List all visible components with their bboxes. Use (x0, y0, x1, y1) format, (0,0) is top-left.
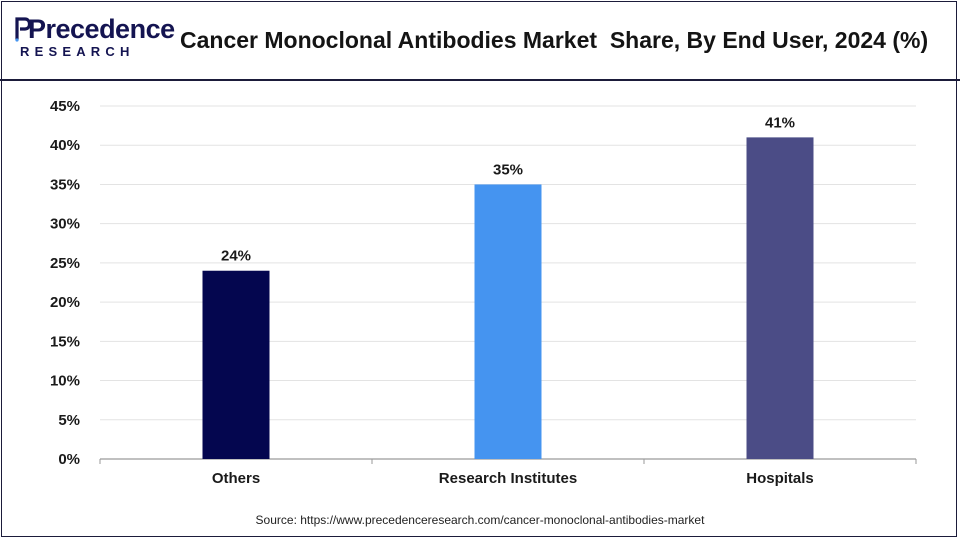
y-tick-label: 45% (50, 98, 80, 115)
bar-others (202, 270, 270, 459)
y-tick-label: 5% (58, 412, 80, 429)
header-divider (0, 79, 960, 81)
source-label: Source: (255, 513, 297, 527)
source-url[interactable]: https://www.precedenceresearch.com/cance… (300, 513, 705, 527)
y-tick-label: 40% (50, 137, 80, 154)
y-tick-label: 15% (50, 333, 80, 350)
y-tick-label: 25% (50, 255, 80, 272)
bar-research-institutes (474, 184, 542, 459)
data-label: 41% (765, 114, 795, 131)
logo-mark-icon (15, 17, 32, 42)
x-tick-labels: Others Research Institutes Hospitals (212, 470, 814, 487)
source-note: Source: https://www.precedenceresearch.c… (0, 513, 960, 527)
y-tick-label: 20% (50, 294, 80, 311)
data-label: 24% (221, 248, 251, 265)
header: Precedence RESEARCH Cancer Monoclonal An… (0, 0, 960, 81)
bars (202, 137, 814, 459)
y-tick-label: 0% (58, 451, 80, 468)
bar-hospitals (746, 137, 814, 459)
bar-chart: 0% 5% 10% 15% 20% 25% 30% 35% 40% 45% 24% 35% 41% O… (50, 98, 917, 487)
chart-title: Cancer Monoclonal Antibodies Market Shar… (180, 27, 929, 53)
y-tick-label: 35% (50, 176, 80, 193)
x-tick-label: Hospitals (746, 470, 814, 487)
y-tick-label: 10% (50, 373, 80, 390)
y-tick-labels: 0% 5% 10% 15% 20% 25% 30% 35% 40% 45% (50, 98, 80, 468)
brand-name-top: Precedence (28, 14, 175, 44)
x-tick-label: Others (212, 470, 260, 487)
x-tick-label: Research Institutes (439, 470, 577, 487)
data-label: 35% (493, 161, 523, 178)
brand-logo[interactable]: Precedence RESEARCH (15, 14, 175, 66)
axes (99, 458, 917, 464)
brand-name-bottom: RESEARCH (20, 44, 135, 59)
y-tick-label: 30% (50, 216, 80, 233)
data-labels: 24% 35% 41% (221, 114, 795, 264)
